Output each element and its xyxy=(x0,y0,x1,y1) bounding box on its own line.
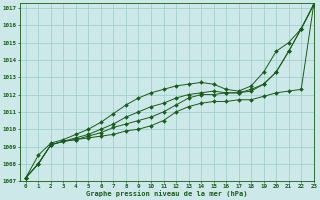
X-axis label: Graphe pression niveau de la mer (hPa): Graphe pression niveau de la mer (hPa) xyxy=(86,190,247,197)
